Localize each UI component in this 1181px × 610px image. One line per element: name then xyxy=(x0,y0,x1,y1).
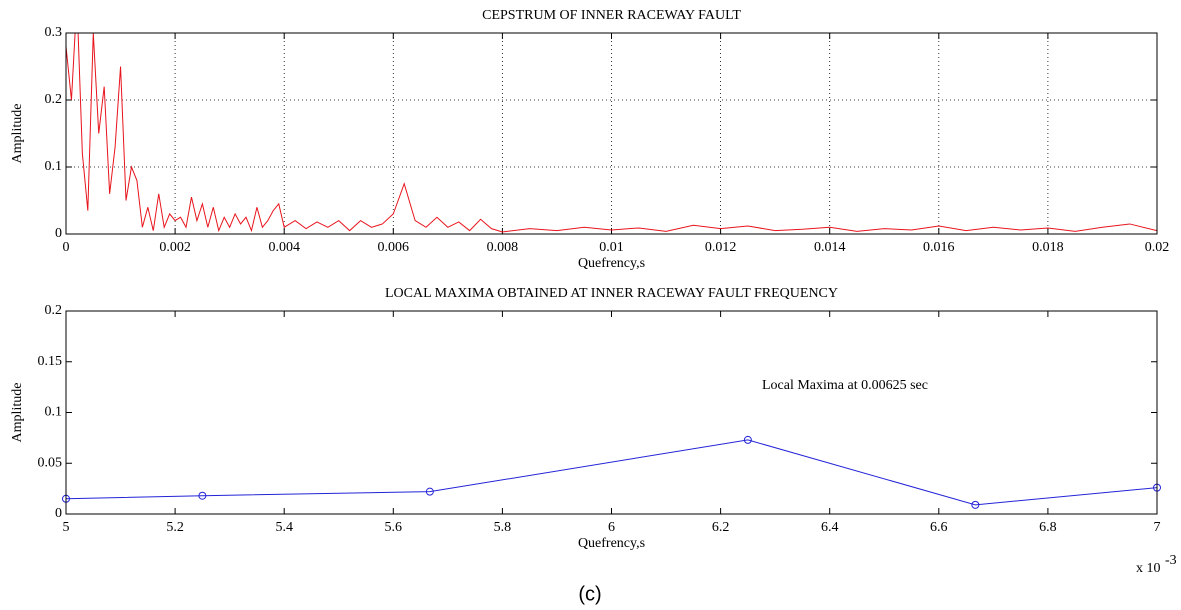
series-line xyxy=(66,33,1157,233)
x-tick-label: 5.8 xyxy=(494,520,512,535)
y-axis-label: Amplitude xyxy=(10,383,25,443)
y-tick-label: 0 xyxy=(55,506,62,521)
x-tick-label: 0.002 xyxy=(159,240,191,255)
x-axis-label: Quefrency,s xyxy=(578,256,645,271)
x-tick-label: 6.4 xyxy=(821,520,839,535)
data-point xyxy=(425,487,434,496)
data-point xyxy=(971,500,980,509)
x-axis-label: Quefrency,s xyxy=(578,536,645,551)
chart-title: CEPSTRUM OF INNER RACEWAY FAULT xyxy=(482,8,741,23)
x-tick-label: 0.018 xyxy=(1032,240,1064,255)
y-tick-label: 0.3 xyxy=(45,25,63,40)
axes-frame xyxy=(65,32,1158,235)
x-tick-label: 0.006 xyxy=(378,240,410,255)
x-tick-label: 6 xyxy=(608,520,615,535)
x-tick-label: 0.016 xyxy=(923,240,955,255)
axes-frame xyxy=(65,310,1158,515)
x-tick-label: 0.014 xyxy=(814,240,846,255)
y-tick-label: 0.2 xyxy=(45,92,63,107)
x-tick-label: 5 xyxy=(63,520,70,535)
y-tick-label: 0.05 xyxy=(38,455,63,470)
y-axis-label: Amplitude xyxy=(10,104,25,164)
y-tick-label: 0.1 xyxy=(45,159,63,174)
y-tick-label: 0.1 xyxy=(45,405,63,420)
x-multiplier: x 10 xyxy=(1136,561,1161,576)
x-tick-label: 5.2 xyxy=(166,520,184,535)
x-tick-label: 6.2 xyxy=(712,520,730,535)
y-tick-label: 0.2 xyxy=(45,303,63,318)
x-tick-label: 6.8 xyxy=(1039,520,1057,535)
x-tick-label: 0.012 xyxy=(705,240,737,255)
x-tick-label: 0.004 xyxy=(268,240,300,255)
chart-title: LOCAL MAXIMA OBTAINED AT INNER RACEWAY F… xyxy=(385,286,838,301)
annotation: Local Maxima at 0.00625 sec xyxy=(762,378,928,393)
caption: (c) xyxy=(578,583,601,605)
x-multiplier-exponent: -3 xyxy=(1165,553,1177,568)
x-tick-label: 6.6 xyxy=(930,520,948,535)
x-tick-label: 5.4 xyxy=(275,520,293,535)
x-tick-label: 0.02 xyxy=(1145,240,1170,255)
x-tick-label: 7 xyxy=(1154,520,1161,535)
x-tick-label: 0.008 xyxy=(487,240,519,255)
x-tick-label: 5.6 xyxy=(385,520,403,535)
x-tick-label: 0 xyxy=(63,240,70,255)
data-point xyxy=(743,435,752,444)
y-tick-label: 0.15 xyxy=(38,354,63,369)
series-line xyxy=(66,439,1157,506)
y-tick-label: 0 xyxy=(55,226,62,241)
plot-area xyxy=(66,311,1157,514)
x-tick-label: 0.01 xyxy=(599,240,624,255)
data-point xyxy=(198,491,207,500)
